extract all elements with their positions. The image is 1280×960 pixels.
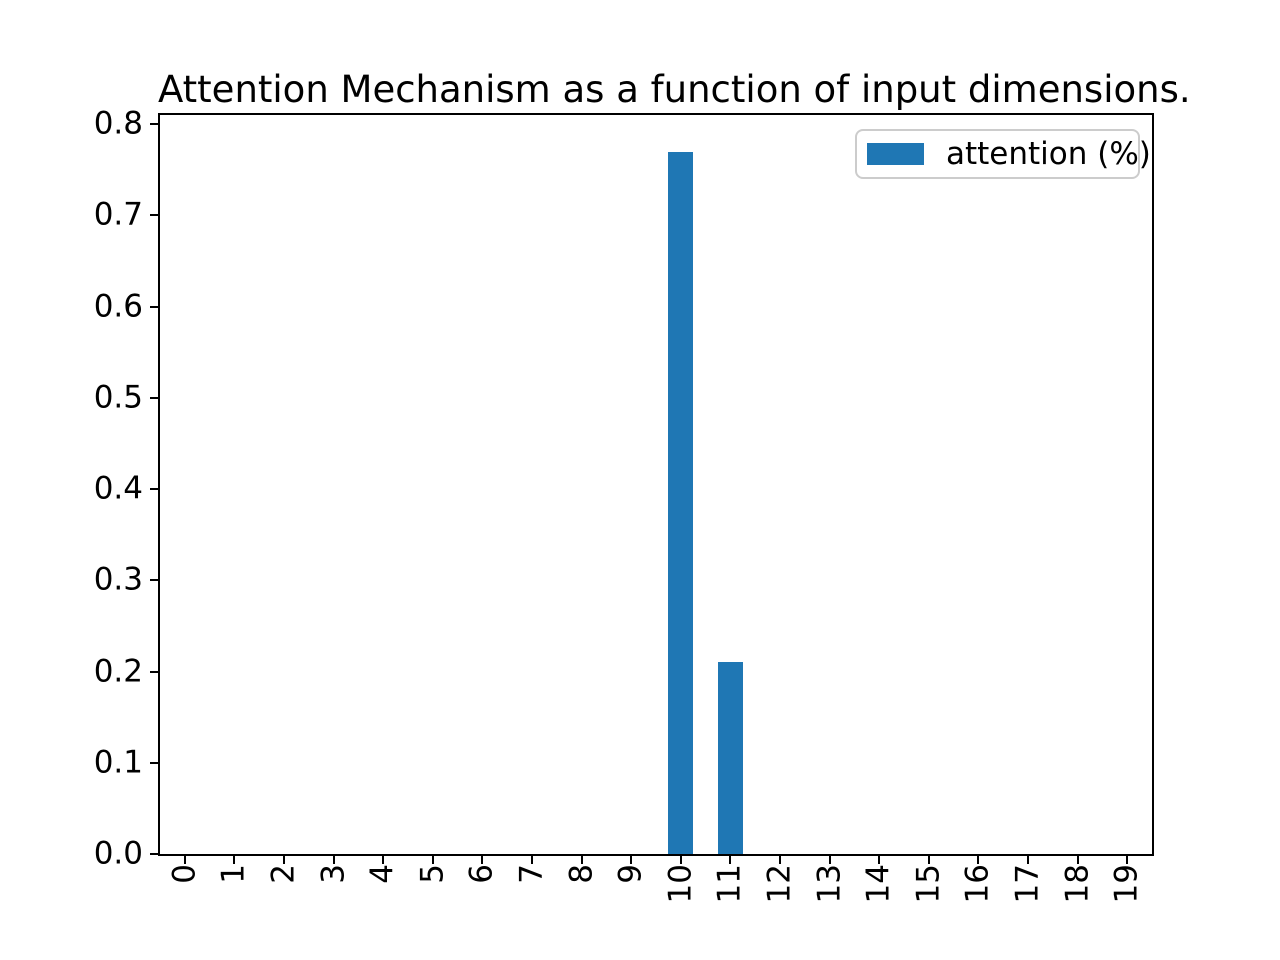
x-tick-label: 12 xyxy=(761,864,798,904)
x-tick-mark xyxy=(1126,856,1129,864)
x-tick-label: 6 xyxy=(463,864,500,884)
legend-swatch-attention xyxy=(867,143,924,165)
y-tick-label: 0.3 xyxy=(93,561,143,598)
bar-category-11 xyxy=(718,662,743,854)
y-tick-mark xyxy=(150,214,158,217)
x-tick-mark xyxy=(233,856,236,864)
x-tick-label: 15 xyxy=(910,864,947,904)
y-tick-mark xyxy=(150,488,158,491)
legend-label: attention (%) xyxy=(946,136,1151,172)
y-tick-label: 0.2 xyxy=(93,653,143,690)
y-tick-label: 0.6 xyxy=(93,288,143,325)
bar-category-10 xyxy=(668,151,694,854)
x-tick-mark xyxy=(779,856,781,864)
x-tick-label: 10 xyxy=(662,864,699,904)
y-tick-label: 0.4 xyxy=(93,470,143,507)
x-tick-label: 4 xyxy=(364,864,401,884)
x-tick-label: 11 xyxy=(711,864,748,904)
y-tick-mark xyxy=(150,670,158,673)
chart-title: Attention Mechanism as a function of inp… xyxy=(158,68,1191,111)
y-tick-label: 0.0 xyxy=(93,835,143,872)
y-tick-label: 0.7 xyxy=(93,196,143,233)
x-tick-label: 8 xyxy=(563,864,600,884)
x-tick-mark xyxy=(927,856,930,864)
y-tick-label: 0.1 xyxy=(93,744,143,781)
x-tick-label: 1 xyxy=(215,864,252,884)
x-tick-label: 16 xyxy=(959,864,996,904)
x-tick-mark xyxy=(878,856,881,864)
x-tick-mark xyxy=(531,856,533,864)
x-tick-label: 18 xyxy=(1059,864,1096,904)
y-tick-mark xyxy=(150,396,158,399)
x-tick-mark xyxy=(580,856,583,864)
x-tick-label: 17 xyxy=(1009,864,1046,904)
x-tick-mark xyxy=(679,856,682,864)
y-tick-label: 0.8 xyxy=(93,105,143,142)
x-tick-mark xyxy=(332,856,335,864)
x-tick-mark xyxy=(630,856,633,864)
x-tick-label: 5 xyxy=(414,864,451,884)
x-tick-mark xyxy=(283,856,285,864)
x-tick-mark xyxy=(1027,856,1029,864)
y-tick-label: 0.5 xyxy=(93,379,143,416)
x-tick-label: 7 xyxy=(513,864,550,884)
x-tick-label: 3 xyxy=(315,864,352,884)
plot-area xyxy=(158,113,1154,856)
y-tick-mark xyxy=(150,305,158,308)
bars-container xyxy=(160,115,1152,854)
x-tick-label: 13 xyxy=(811,864,848,904)
y-tick-mark xyxy=(150,123,158,126)
x-tick-label: 19 xyxy=(1108,864,1145,904)
y-tick-mark xyxy=(150,579,158,582)
x-tick-mark xyxy=(481,856,484,864)
x-tick-mark xyxy=(828,856,831,864)
x-tick-label: 14 xyxy=(860,864,897,904)
x-tick-mark xyxy=(729,856,732,864)
x-tick-mark xyxy=(1076,856,1079,864)
x-tick-label: 0 xyxy=(166,864,203,884)
x-tick-label: 9 xyxy=(612,864,649,884)
y-tick-mark xyxy=(150,853,158,855)
x-tick-mark xyxy=(382,856,385,864)
x-tick-mark xyxy=(183,856,186,864)
legend: attention (%) xyxy=(855,129,1151,179)
y-tick-mark xyxy=(150,761,158,764)
x-tick-label: 2 xyxy=(265,864,302,884)
x-tick-mark xyxy=(977,856,980,864)
x-tick-mark xyxy=(431,856,434,864)
